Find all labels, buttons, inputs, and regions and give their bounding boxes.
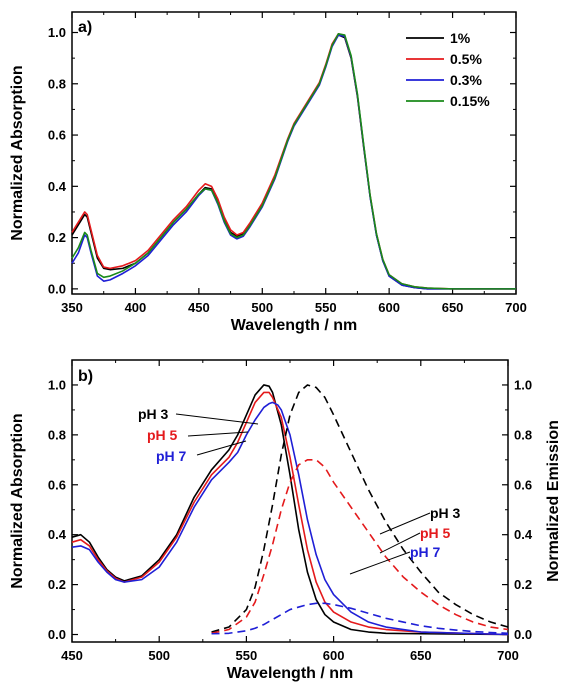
leader-line-absorption: [187, 431, 249, 437]
y-tick-label: 0.2: [48, 577, 66, 592]
series-lines-b: [71, 384, 509, 636]
emission-label: pH 7: [410, 544, 441, 560]
y2-axis-label-b: Normalized Emission: [545, 420, 562, 582]
legend-label: 0.3%: [450, 72, 482, 88]
series-line-emission-ph-5: [211, 459, 509, 635]
leader-line-emission: [379, 532, 421, 554]
ticks-a: 350 400 450 500 550 600 650 700 0.0 0.2 0.4 0.6 0.8 1…: [48, 12, 527, 315]
x-axis-label-b: Wavelength / nm: [227, 665, 354, 682]
x-tick-label: 650: [442, 300, 464, 315]
legend-label: 1%: [450, 30, 471, 46]
plot-frame-b: [71, 359, 509, 643]
panel-label-b: b): [78, 368, 93, 385]
x-tick-label: 700: [497, 648, 519, 663]
legend-a: 1% 0.5% 0.3% 0.15%: [406, 30, 490, 109]
y-tick-label: 0.6: [48, 128, 66, 143]
y-tick-label: 0.8: [48, 76, 66, 91]
y-tick-label: 0.8: [48, 427, 66, 442]
series-line-absorption-ph-3: [71, 384, 509, 636]
x-tick-label: 450: [61, 648, 83, 663]
leader-line-emission: [379, 512, 431, 535]
ticks-b: 450 500 550 600 650 700 0.0 0.0 0.2 0.2 0.4 0.4 0.6 0…: [48, 360, 533, 663]
x-tick-label: 550: [315, 300, 337, 315]
y-axis-label-a: Normalized Absorption: [9, 65, 26, 240]
y2-tick-label: 0.0: [514, 627, 532, 642]
x-tick-label: 350: [61, 300, 83, 315]
x-tick-label: 400: [125, 300, 147, 315]
y-tick-label: 0.4: [48, 179, 67, 194]
series-lines-a: [71, 32, 516, 290]
series-labels-b: pH 3 pH 5 pH 7 pH 3 pH 5 pH 7: [138, 406, 461, 575]
series-line-emission-ph-7: [211, 602, 509, 635]
leader-line-emission: [349, 551, 411, 575]
series-line-absorption-ph-7: [71, 401, 509, 636]
legend-label: 0.5%: [450, 51, 482, 67]
x-tick-label: 500: [148, 648, 170, 663]
x-tick-label: 600: [323, 648, 345, 663]
leader-line-absorption: [175, 413, 259, 425]
y-tick-label: 0.6: [48, 477, 66, 492]
x-tick-label: 650: [410, 648, 432, 663]
y-tick-label: 0.0: [48, 627, 66, 642]
y2-tick-label: 0.2: [514, 577, 532, 592]
chart-panel-a: a) 350 400 450 500 550 600 650 700 0.0 0.2 0.4 0.6 0…: [9, 11, 527, 334]
panel-label-a: a): [78, 19, 92, 36]
chart-panel-b: b) 450 500 550 600 650 700 0.0 0.0 0.2 0.2 0.4 0.4 0…: [9, 359, 562, 682]
y2-tick-label: 1.0: [514, 377, 532, 392]
y2-tick-label: 0.8: [514, 427, 532, 442]
y-tick-label: 0.2: [48, 230, 66, 245]
x-tick-label: 500: [251, 300, 273, 315]
x-tick-label: 700: [505, 300, 527, 315]
emission-label: pH 3: [430, 505, 461, 521]
y-axis-label-b: Normalized Absorption: [9, 413, 26, 588]
x-tick-label: 450: [188, 300, 210, 315]
y-tick-label: 0.4: [48, 527, 67, 542]
x-tick-label: 600: [378, 300, 400, 315]
emission-label: pH 5: [420, 525, 451, 541]
y-tick-label: 0.0: [48, 281, 66, 296]
y2-tick-label: 0.6: [514, 477, 532, 492]
series-line-emission-ph-3: [211, 384, 509, 633]
absorption-label: pH 3: [138, 406, 169, 422]
x-tick-label: 550: [236, 648, 258, 663]
series-line-0-15-: [71, 32, 516, 290]
absorption-label: pH 5: [147, 427, 178, 443]
y2-tick-label: 0.4: [514, 527, 533, 542]
leader-line-absorption: [196, 440, 247, 456]
legend-label: 0.15%: [450, 93, 490, 109]
y-tick-label: 1.0: [48, 25, 66, 40]
y-tick-label: 1.0: [48, 377, 66, 392]
series-line-absorption-ph-5: [71, 391, 509, 636]
absorption-label: pH 7: [156, 448, 187, 464]
x-axis-label-a: Wavelength / nm: [231, 317, 358, 334]
